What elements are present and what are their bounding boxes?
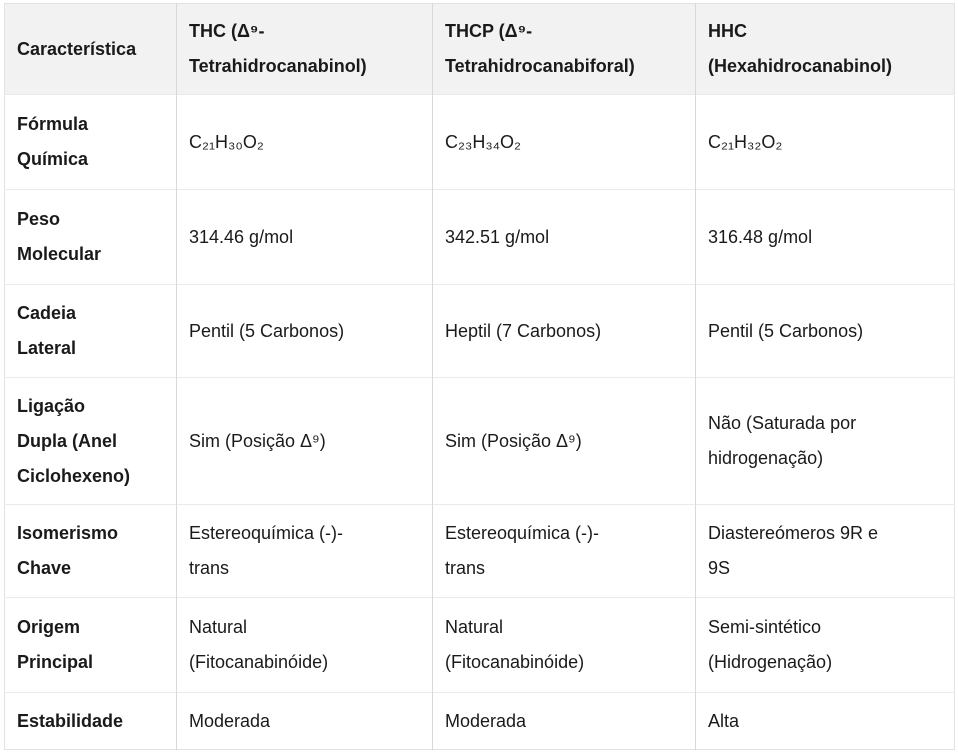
cell-hhc-cadeia-lateral: Pentil (5 Carbonos) [695, 284, 955, 378]
header-row: Característica THC (Δ⁹- Tetrahidrocanabi… [4, 3, 955, 95]
cell-thc-cadeia-lateral: Pentil (5 Carbonos) [176, 284, 433, 378]
table-body: Fórmula Química C₂₁H₃₀O₂ C₂₃H₃₄O₂ C₂₁H₃₂… [4, 94, 955, 750]
cell-hhc-formula-quimica: C₂₁H₃₂O₂ [695, 94, 955, 190]
row-header-ligacao-dupla: Ligação Dupla (Anel Ciclohexeno) [4, 377, 177, 505]
table-row-formula-quimica: Fórmula Química C₂₁H₃₀O₂ C₂₃H₃₄O₂ C₂₁H₃₂… [4, 94, 955, 190]
cell-hhc-origem-principal: Semi-sintético (Hidrogenação) [695, 597, 955, 693]
table-row-peso-molecular: Peso Molecular 314.46 g/mol 342.51 g/mol… [4, 189, 955, 285]
cell-thc-ligacao-dupla: Sim (Posição Δ⁹) [176, 377, 433, 505]
row-header-estabilidade: Estabilidade [4, 692, 177, 750]
cell-hhc-peso-molecular: 316.48 g/mol [695, 189, 955, 285]
cell-thcp-ligacao-dupla: Sim (Posição Δ⁹) [432, 377, 696, 505]
cell-thcp-cadeia-lateral: Heptil (7 Carbonos) [432, 284, 696, 378]
cell-hhc-estabilidade: Alta [695, 692, 955, 750]
table-row-isomerismo-chave: Isomerismo Chave Estereoquímica (-)- tra… [4, 504, 955, 598]
cell-hhc-isomerismo-chave: Diastereómeros 9R e 9S [695, 504, 955, 598]
table-row-estabilidade: Estabilidade Moderada Moderada Alta [4, 692, 955, 750]
cannabinoid-comparison-table: Característica THC (Δ⁹- Tetrahidrocanabi… [4, 3, 955, 750]
table-row-ligacao-dupla: Ligação Dupla (Anel Ciclohexeno) Sim (Po… [4, 377, 955, 505]
row-header-origem-principal: Origem Principal [4, 597, 177, 693]
row-header-cadeia-lateral: Cadeia Lateral [4, 284, 177, 378]
cell-thcp-formula-quimica: C₂₃H₃₄O₂ [432, 94, 696, 190]
table-header: Característica THC (Δ⁹- Tetrahidrocanabi… [4, 3, 955, 95]
table-row-cadeia-lateral: Cadeia Lateral Pentil (5 Carbonos) Hepti… [4, 284, 955, 378]
row-header-formula-quimica: Fórmula Química [4, 94, 177, 190]
cell-thc-formula-quimica: C₂₁H₃₀O₂ [176, 94, 433, 190]
row-header-peso-molecular: Peso Molecular [4, 189, 177, 285]
column-header-thcp: THCP (Δ⁹- Tetrahidrocanabiforal) [432, 3, 696, 95]
cell-thcp-isomerismo-chave: Estereoquímica (-)- trans [432, 504, 696, 598]
table-row-origem-principal: Origem Principal Natural (Fitocanabinóid… [4, 597, 955, 693]
cell-thc-peso-molecular: 314.46 g/mol [176, 189, 433, 285]
column-header-hhc: HHC (Hexahidrocanabinol) [695, 3, 955, 95]
cell-thc-estabilidade: Moderada [176, 692, 433, 750]
cell-thc-isomerismo-chave: Estereoquímica (-)- trans [176, 504, 433, 598]
row-header-isomerismo-chave: Isomerismo Chave [4, 504, 177, 598]
column-header-thc: THC (Δ⁹- Tetrahidrocanabinol) [176, 3, 433, 95]
cell-thcp-peso-molecular: 342.51 g/mol [432, 189, 696, 285]
cell-thc-origem-principal: Natural (Fitocanabinóide) [176, 597, 433, 693]
cell-thcp-origem-principal: Natural (Fitocanabinóide) [432, 597, 696, 693]
column-header-caracteristica: Característica [4, 3, 177, 95]
cell-thcp-estabilidade: Moderada [432, 692, 696, 750]
cell-hhc-ligacao-dupla: Não (Saturada por hidrogenação) [695, 377, 955, 505]
